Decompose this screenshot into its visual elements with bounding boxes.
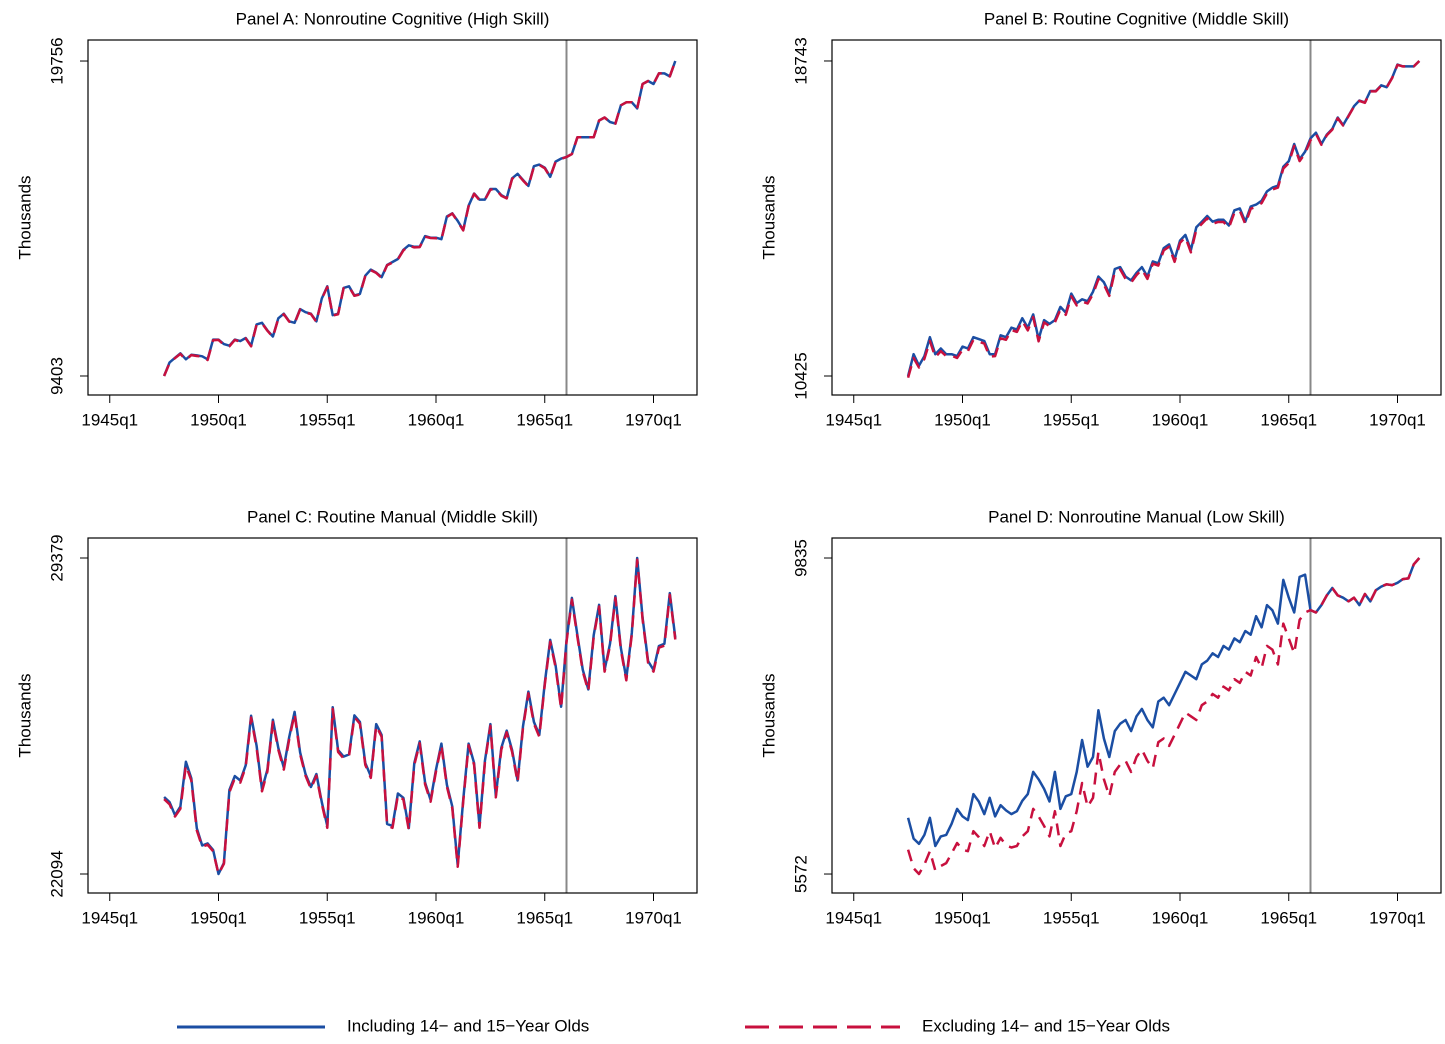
x-tick-label: 1970q1: [1369, 410, 1426, 429]
series-line: [162, 60, 677, 377]
legend-label: Including 14− and 15−Year Olds: [347, 1016, 589, 1035]
panel: Panel C: Routine Manual (Middle Skill) Th…: [15, 507, 698, 927]
x-tick-label: 1945q1: [81, 908, 138, 927]
x-tick-label: 1960q1: [1152, 410, 1209, 429]
x-tick-label: 1965q1: [1260, 908, 1317, 927]
x-tick-label: 1955q1: [299, 410, 356, 429]
panel: Panel B: Routine Cognitive (Middle Skill…: [759, 9, 1442, 429]
series-line: [163, 558, 677, 876]
x-tick-label: 1960q1: [1152, 908, 1209, 927]
y-tick-label: 22094: [47, 850, 66, 897]
legend: Including 14− and 15−Year Olds Excluding …: [177, 1016, 1170, 1035]
x-tick-label: 1970q1: [625, 410, 682, 429]
series-line: [906, 557, 1421, 876]
panel: Panel D: Nonroutine Manual (Low Skill) Th…: [759, 507, 1442, 927]
y-tick-label: 29379: [47, 534, 66, 581]
series-line: [163, 556, 677, 876]
x-tick-label: 1950q1: [190, 410, 247, 429]
plot-frame: [831, 39, 1442, 396]
x-tick-label: 1945q1: [81, 410, 138, 429]
y-tick-label: 10425: [791, 352, 810, 399]
x-tick-label: 1950q1: [934, 908, 991, 927]
y-tick-label: 9403: [47, 357, 66, 395]
series-line: [906, 60, 1421, 379]
x-tick-label: 1965q1: [516, 410, 573, 429]
panel-title: Panel B: Routine Cognitive (Middle Skill…: [984, 9, 1289, 28]
legend-label: Excluding 14− and 15−Year Olds: [922, 1016, 1170, 1035]
y-tick-label: 19756: [47, 37, 66, 84]
panel-title: Panel C: Routine Manual (Middle Skill): [247, 507, 538, 526]
x-tick-label: 1950q1: [190, 908, 247, 927]
y-axis-label: Thousands: [15, 673, 34, 757]
x-tick-label: 1960q1: [408, 908, 465, 927]
series-line: [906, 557, 1421, 848]
x-tick-label: 1955q1: [1043, 908, 1100, 927]
y-tick-label: 5572: [791, 855, 810, 893]
y-axis-label: Thousands: [15, 175, 34, 259]
x-tick-label: 1970q1: [625, 908, 682, 927]
x-tick-label: 1945q1: [825, 410, 882, 429]
x-tick-label: 1950q1: [934, 410, 991, 429]
y-axis-label: Thousands: [759, 175, 778, 259]
y-axis-label: Thousands: [759, 673, 778, 757]
series-line: [162, 60, 677, 377]
panel: Panel A: Nonroutine Cognitive (High Skil…: [15, 9, 698, 429]
x-tick-label: 1960q1: [408, 410, 465, 429]
x-tick-label: 1955q1: [299, 908, 356, 927]
panel-title: Panel A: Nonroutine Cognitive (High Skil…: [236, 9, 550, 28]
series-line: [906, 60, 1421, 377]
y-tick-label: 18743: [791, 37, 810, 84]
x-tick-label: 1955q1: [1043, 410, 1100, 429]
plot-frame: [87, 537, 698, 894]
plot-frame: [87, 39, 698, 396]
plot-frame: [831, 537, 1442, 894]
panel-title: Panel D: Nonroutine Manual (Low Skill): [988, 507, 1285, 526]
x-tick-label: 1965q1: [1260, 410, 1317, 429]
y-tick-label: 9835: [791, 539, 810, 577]
x-tick-label: 1970q1: [1369, 908, 1426, 927]
x-tick-label: 1945q1: [825, 908, 882, 927]
x-tick-label: 1965q1: [516, 908, 573, 927]
